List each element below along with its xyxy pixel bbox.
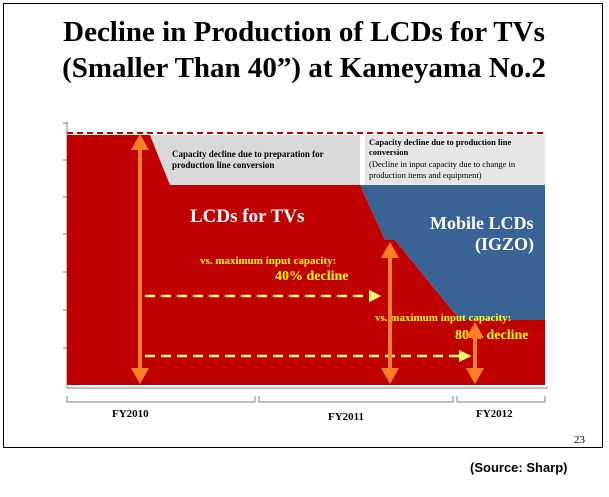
- capacity-arrow-fy2011: [381, 242, 399, 384]
- capacity-arrow-fy2012: [466, 322, 484, 384]
- capacity-decline-label-2c: (Decline in input capacity due to change…: [369, 159, 516, 169]
- area-lcds-for-tvs: [67, 135, 545, 385]
- page-number: 23: [574, 434, 585, 446]
- title-line-1: Decline in Production of LCDs for TVs: [63, 16, 545, 48]
- capacity-decline-label-2d: production items and equipment): [369, 170, 482, 180]
- capacity-decline-label-1b: production line conversion: [172, 160, 274, 170]
- x-label-fy2011: FY2011: [328, 411, 364, 423]
- series-label-lcds-for-tvs: LCDs for TVs: [190, 206, 304, 227]
- area-mobile-lcds: [360, 185, 545, 320]
- source-note: (Source: Sharp): [470, 460, 568, 475]
- x-label-fy2010: FY2010: [112, 408, 149, 420]
- bracket-fy2012: [456, 396, 546, 403]
- bracket-fy2010: [66, 396, 256, 403]
- capacity-decline-area-2: [365, 135, 545, 185]
- decline-80-label: vs. maximum input capacity:: [375, 312, 511, 324]
- decline-40-label: vs. maximum input capacity:: [200, 255, 336, 267]
- capacity-decline-area-1: [150, 135, 360, 185]
- page-title: Decline in Production of LCDs for TVs (S…: [4, 14, 604, 86]
- capacity-decline-label-2a: Capacity decline due to production line: [369, 137, 511, 147]
- series-label-mobile-line2: (IGZO): [475, 234, 534, 255]
- capacity-decline-label-1a: Capacity decline due to preparation for: [172, 149, 324, 159]
- title-line-2: (Smaller Than 40”) at Kameyama No.2: [62, 52, 546, 84]
- decline-80-value: 80% decline: [455, 328, 529, 343]
- y-ticks: [63, 122, 67, 349]
- series-label-mobile-line1: Mobile LCDs: [430, 213, 534, 233]
- decline-40-value: 40% decline: [275, 269, 349, 284]
- capacity-decline-label-2b: conversion: [369, 147, 408, 157]
- capacity-arrow-fy2010: [131, 134, 149, 384]
- x-label-fy2012: FY2012: [476, 408, 513, 420]
- bracket-fy2011: [258, 396, 454, 403]
